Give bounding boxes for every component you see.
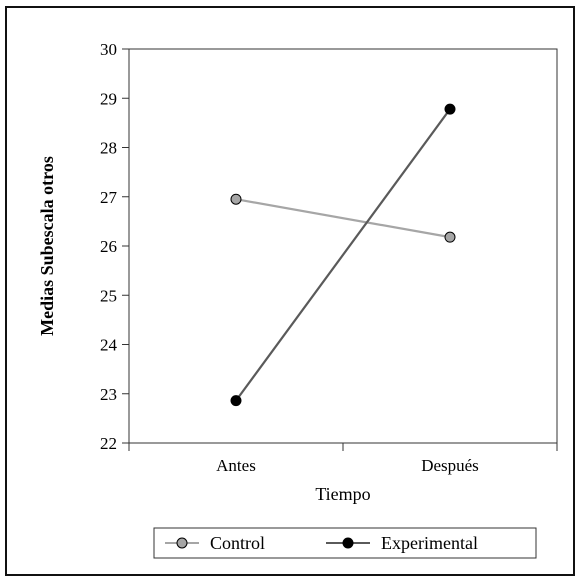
y-axis-title: Medias Subescala otros (37, 156, 57, 336)
y-tick-label: 30 (100, 40, 117, 59)
y-tick-label: 29 (100, 89, 117, 108)
x-tick-label: Antes (216, 456, 256, 475)
chart-frame (5, 6, 575, 576)
y-axis: 22 23 24 25 26 27 28 29 30 (100, 40, 129, 453)
series-line (235, 198, 451, 239)
y-tick-label: 24 (100, 336, 118, 355)
series-experimental (230, 103, 456, 407)
x-axis-title: Tiempo (315, 484, 370, 504)
legend-item-control: Control (165, 533, 265, 553)
y-tick-label: 23 (100, 385, 117, 404)
plot-border (128, 48, 558, 444)
series-line (235, 108, 451, 402)
y-tick-label: 28 (100, 139, 117, 158)
data-point (444, 231, 456, 243)
x-tick-label: Después (421, 456, 479, 475)
y-tick-label: 22 (100, 434, 117, 453)
data-point (444, 103, 456, 115)
legend-item-experimental: Experimental (326, 533, 478, 553)
legend-marker (176, 537, 188, 549)
series-layer (230, 103, 456, 407)
legend-marker (342, 537, 354, 549)
y-tick-label: 26 (100, 237, 117, 256)
series-control (230, 193, 456, 243)
data-point (230, 395, 242, 407)
y-tick-label: 25 (100, 286, 117, 305)
legend-label: Control (210, 533, 265, 553)
y-tick-label: 27 (100, 188, 118, 207)
x-axis: Antes Después (128, 443, 558, 475)
plot-area (128, 48, 558, 444)
legend: Control Experimental (153, 527, 537, 559)
data-point (230, 193, 242, 205)
legend-label: Experimental (381, 533, 478, 553)
